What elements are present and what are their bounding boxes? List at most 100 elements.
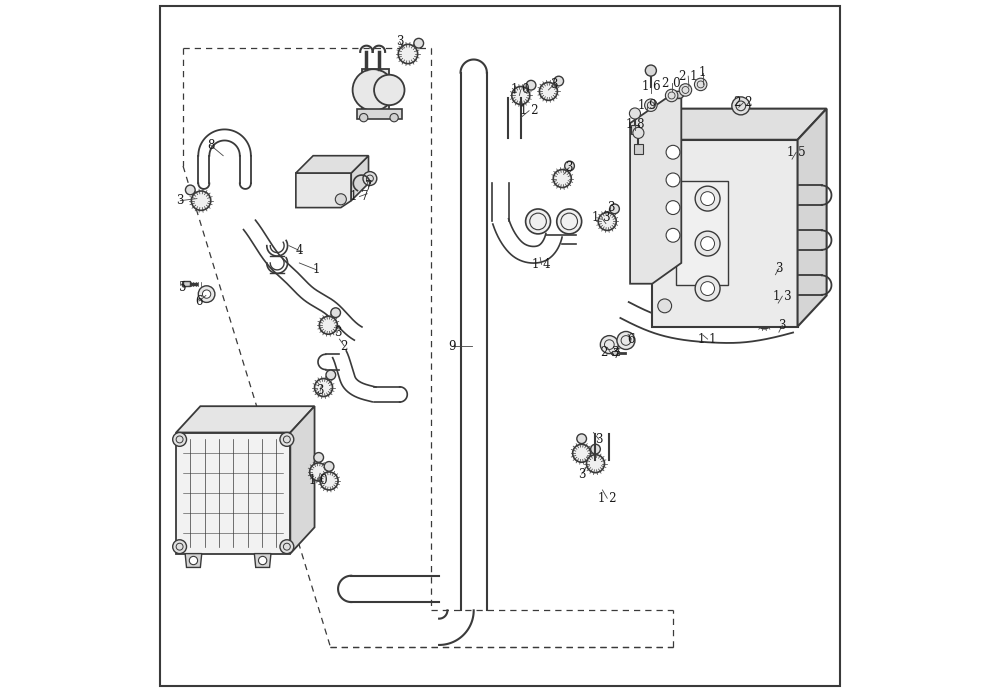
Text: 6: 6 xyxy=(195,295,203,307)
Text: 1 0: 1 0 xyxy=(309,475,327,487)
Circle shape xyxy=(666,201,680,215)
Text: 4: 4 xyxy=(296,244,303,257)
Text: 1 1: 1 1 xyxy=(698,333,717,345)
Text: 1: 1 xyxy=(313,264,320,276)
Circle shape xyxy=(398,44,418,64)
Circle shape xyxy=(315,379,333,397)
Polygon shape xyxy=(296,173,351,208)
Circle shape xyxy=(335,194,346,205)
Text: 3: 3 xyxy=(565,161,573,174)
Ellipse shape xyxy=(508,95,521,101)
Circle shape xyxy=(324,462,334,471)
Circle shape xyxy=(512,86,530,104)
Circle shape xyxy=(695,186,720,211)
Polygon shape xyxy=(630,98,681,284)
Circle shape xyxy=(658,202,672,216)
Text: 5: 5 xyxy=(179,281,187,293)
Circle shape xyxy=(732,97,750,115)
Text: 1: 1 xyxy=(699,66,706,79)
Circle shape xyxy=(610,204,619,214)
Circle shape xyxy=(694,78,707,91)
Text: 3: 3 xyxy=(607,201,614,214)
Text: 2 2: 2 2 xyxy=(734,96,753,109)
Polygon shape xyxy=(652,109,827,140)
Circle shape xyxy=(326,370,336,380)
Circle shape xyxy=(280,432,294,446)
Circle shape xyxy=(600,336,618,354)
Circle shape xyxy=(629,108,640,119)
Text: 1 8: 1 8 xyxy=(626,118,644,131)
Text: 1 3: 1 3 xyxy=(592,212,611,224)
Text: 1 0: 1 0 xyxy=(511,84,530,96)
Text: 2 3: 2 3 xyxy=(601,347,620,359)
Circle shape xyxy=(185,185,195,194)
Circle shape xyxy=(617,331,635,349)
Circle shape xyxy=(695,231,720,256)
Circle shape xyxy=(701,282,715,295)
Circle shape xyxy=(665,89,678,102)
Text: 7: 7 xyxy=(365,181,372,193)
Circle shape xyxy=(314,453,324,462)
Circle shape xyxy=(573,444,591,462)
Polygon shape xyxy=(254,554,271,567)
Text: 8: 8 xyxy=(207,139,214,152)
Circle shape xyxy=(591,444,600,454)
Polygon shape xyxy=(290,406,315,554)
Polygon shape xyxy=(362,69,389,111)
Text: 7: 7 xyxy=(613,348,620,361)
Circle shape xyxy=(557,209,582,234)
Circle shape xyxy=(189,556,198,565)
Circle shape xyxy=(414,38,424,48)
Bar xyxy=(176,432,290,554)
Circle shape xyxy=(764,275,774,284)
Text: 1 9: 1 9 xyxy=(638,99,657,111)
Polygon shape xyxy=(631,125,639,134)
Circle shape xyxy=(701,237,715,251)
Circle shape xyxy=(363,172,377,185)
Circle shape xyxy=(173,432,187,446)
Circle shape xyxy=(723,268,741,286)
Circle shape xyxy=(753,283,771,301)
Polygon shape xyxy=(351,156,369,201)
Polygon shape xyxy=(183,281,190,286)
Ellipse shape xyxy=(621,308,628,326)
Circle shape xyxy=(577,434,587,444)
Bar xyxy=(676,181,728,285)
Circle shape xyxy=(598,212,616,230)
Circle shape xyxy=(633,127,644,138)
Circle shape xyxy=(173,540,187,554)
Circle shape xyxy=(320,472,338,490)
Circle shape xyxy=(666,145,680,159)
Circle shape xyxy=(658,299,672,313)
Circle shape xyxy=(658,161,672,174)
Circle shape xyxy=(666,228,680,242)
Circle shape xyxy=(553,170,571,188)
Circle shape xyxy=(767,302,776,312)
Text: 3: 3 xyxy=(595,433,603,446)
Ellipse shape xyxy=(794,276,801,293)
Text: 3: 3 xyxy=(550,78,558,91)
Circle shape xyxy=(198,286,215,302)
Ellipse shape xyxy=(794,231,801,248)
Circle shape xyxy=(258,556,267,565)
Ellipse shape xyxy=(310,445,326,456)
Ellipse shape xyxy=(315,186,332,194)
Circle shape xyxy=(202,290,211,298)
Ellipse shape xyxy=(310,497,326,508)
Text: 1 4: 1 4 xyxy=(532,258,551,271)
Circle shape xyxy=(331,308,340,318)
Circle shape xyxy=(701,192,715,206)
Polygon shape xyxy=(176,406,315,432)
Circle shape xyxy=(539,82,557,100)
Text: 1 2: 1 2 xyxy=(520,104,538,117)
Text: 3: 3 xyxy=(396,35,403,48)
Polygon shape xyxy=(296,156,369,173)
Text: 9: 9 xyxy=(448,340,455,352)
Ellipse shape xyxy=(492,180,509,187)
Circle shape xyxy=(353,69,394,111)
Circle shape xyxy=(374,75,405,105)
Circle shape xyxy=(679,84,692,96)
Circle shape xyxy=(280,540,294,554)
Polygon shape xyxy=(798,109,827,327)
Circle shape xyxy=(390,113,398,122)
